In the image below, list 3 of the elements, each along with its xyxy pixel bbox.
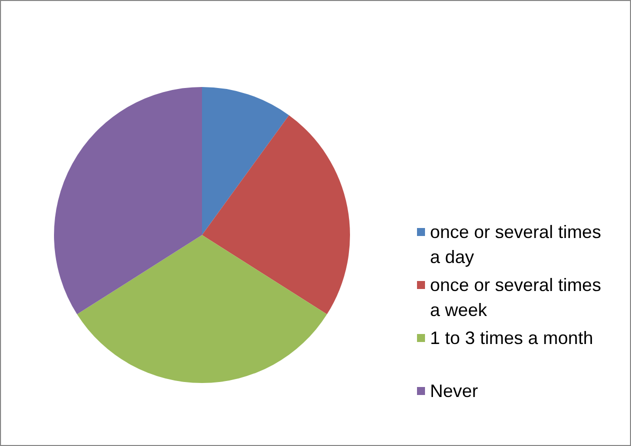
legend-label: once or several times a week (430, 275, 606, 320)
legend-label: 1 to 3 times a month (430, 328, 594, 348)
legend-label: Never (430, 381, 478, 401)
